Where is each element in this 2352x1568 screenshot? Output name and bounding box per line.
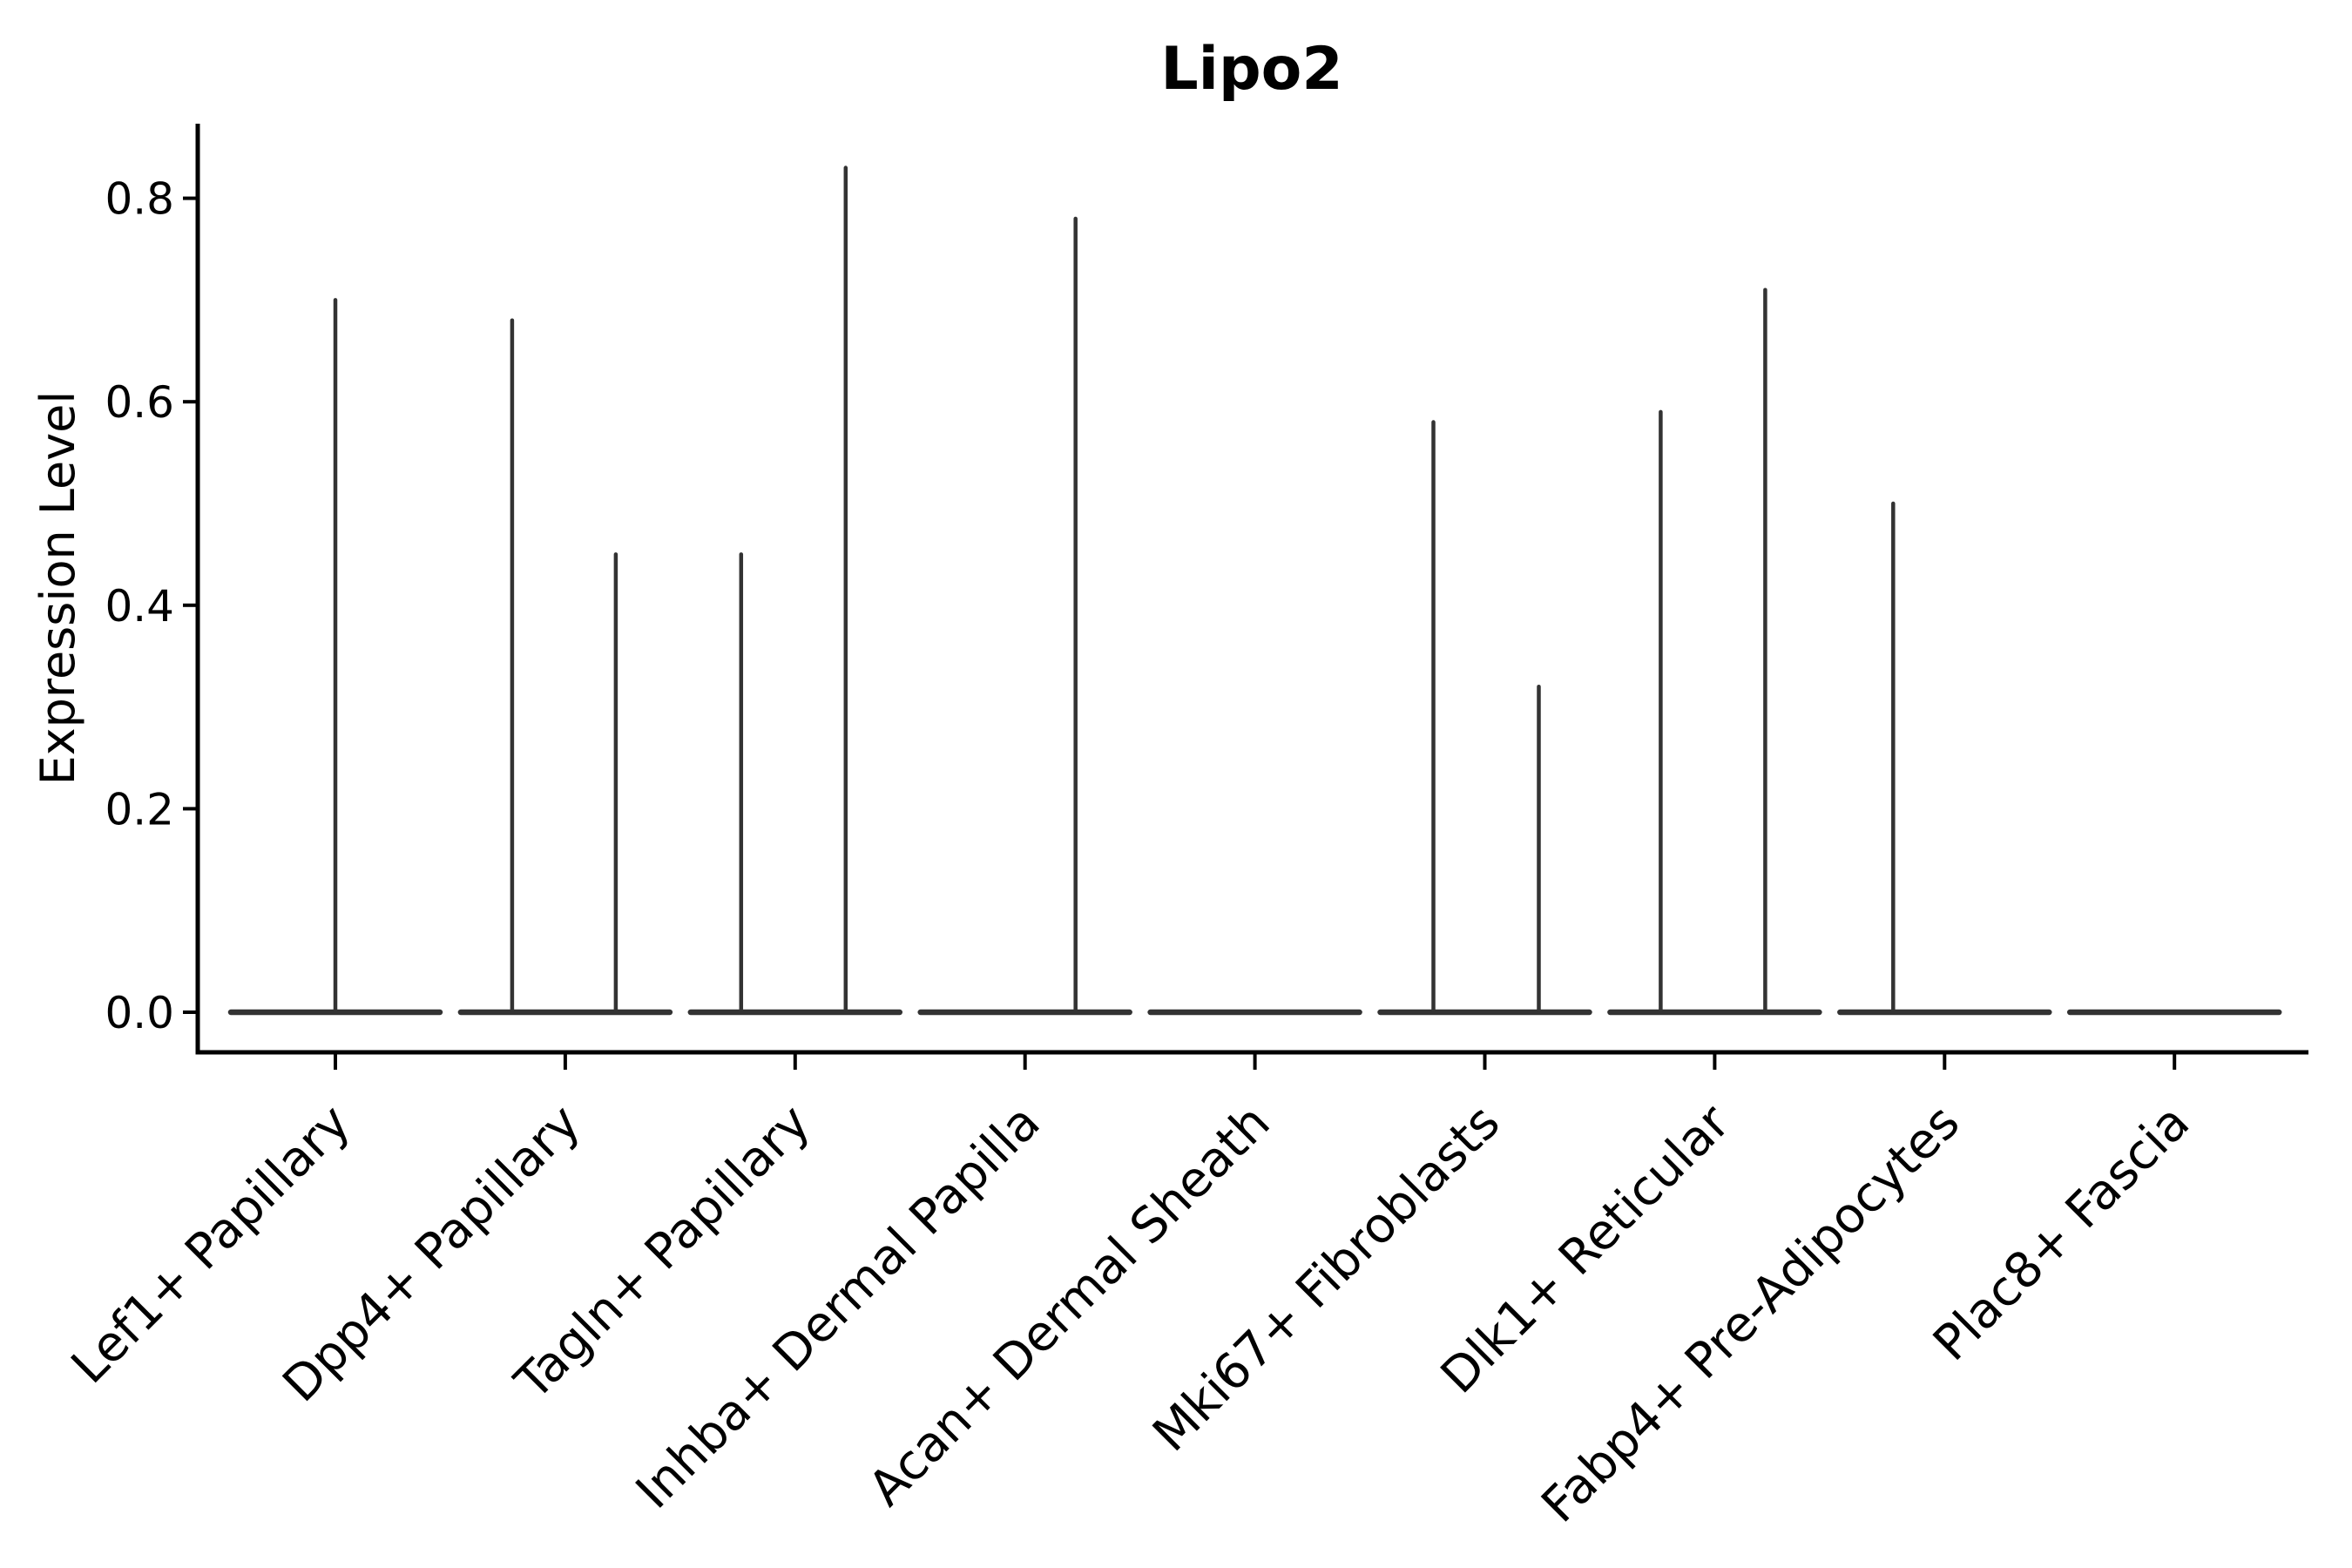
- chart-title: Lipo2: [1160, 35, 1342, 104]
- y-tick-label: 0.0: [105, 988, 174, 1038]
- x-tick-label: Fabp4+ Pre-Adipocytes: [1531, 1094, 1971, 1534]
- y-tick-label: 0.6: [105, 377, 174, 428]
- x-tick-label: Acan+ Dermal Sheath: [858, 1094, 1281, 1517]
- y-tick-label: 0.8: [105, 174, 174, 225]
- y-axis-label: Expression Level: [30, 391, 85, 786]
- y-tick-label: 0.4: [105, 581, 174, 632]
- x-tick-label: Inhba+ Dermal Papilla: [625, 1094, 1051, 1520]
- y-tick-label: 0.2: [105, 784, 174, 835]
